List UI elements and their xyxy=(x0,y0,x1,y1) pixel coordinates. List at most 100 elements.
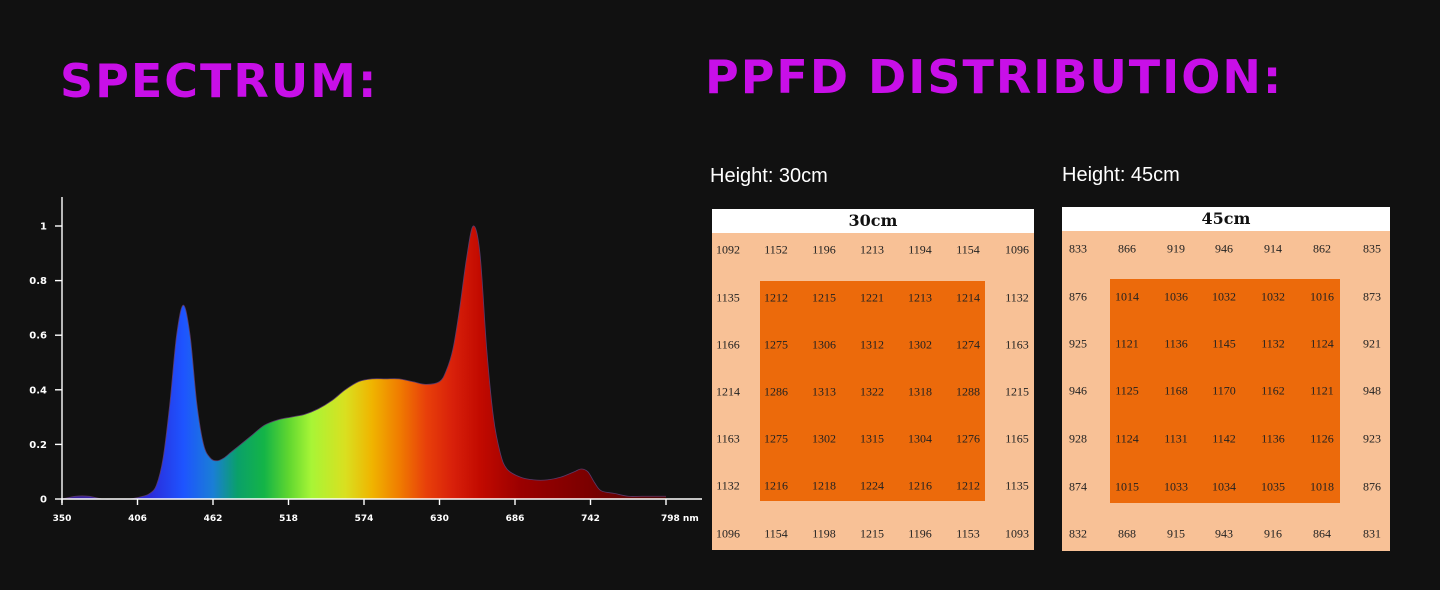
ppfd-cell: 831 xyxy=(1363,526,1381,541)
ppfd-cell: 919 xyxy=(1167,241,1185,256)
ppfd-cell: 943 xyxy=(1215,526,1233,541)
ppfd-cell: 1096 xyxy=(1005,242,1029,257)
ppfd-cell: 1136 xyxy=(1261,431,1285,446)
ppfd-cell: 1132 xyxy=(716,478,740,493)
ppfd-cell: 833 xyxy=(1069,241,1087,256)
ppfd-cell: 1018 xyxy=(1310,479,1334,494)
ppfd-cell: 1163 xyxy=(1005,337,1029,352)
ppfd-cell: 1162 xyxy=(1261,383,1285,398)
ppfd-cell: 1215 xyxy=(812,290,836,305)
spectrum-line xyxy=(61,225,666,500)
ppfd-cell: 1304 xyxy=(908,431,932,446)
ppfd-cell: 876 xyxy=(1363,479,1381,494)
ppfd-cell: 923 xyxy=(1363,431,1381,446)
ppfd-cell: 1145 xyxy=(1212,336,1236,351)
x-tick-label: 518 xyxy=(279,514,298,524)
x-tick-label: 686 xyxy=(506,514,525,524)
y-tick-label: 0.6 xyxy=(29,331,47,342)
ppfd-cell: 946 xyxy=(1215,241,1233,256)
y-tick-label: 0.8 xyxy=(29,276,47,287)
spectrum-area xyxy=(62,225,666,500)
ppfd-cell: 1276 xyxy=(956,431,980,446)
ppfd-cell: 1215 xyxy=(860,526,884,541)
ppfd-cell: 1014 xyxy=(1115,289,1139,304)
ppfd-cell: 1132 xyxy=(1261,336,1285,351)
ppfd-cell: 1126 xyxy=(1310,431,1334,446)
ppfd-cell: 1033 xyxy=(1164,479,1188,494)
ppfd-cell: 1198 xyxy=(812,526,836,541)
ppfd-cell: 864 xyxy=(1313,526,1331,541)
x-tick-label: 798 nm xyxy=(661,514,699,524)
ppfd-cell: 1125 xyxy=(1115,383,1139,398)
ppfd-cell: 1136 xyxy=(1164,336,1188,351)
ppfd-cell: 1306 xyxy=(812,337,836,352)
ppfd-cell: 835 xyxy=(1363,241,1381,256)
spectrum-chart: 0 0.2 0.4 0.6 0.8 1 350 406 462 518 574 630 686 742 79… xyxy=(29,197,702,524)
ppfd-cell: 1121 xyxy=(1115,336,1139,351)
ppfd-cell: 1032 xyxy=(1212,289,1236,304)
ppfd-grid-45cm: 45cm 833 866 919 946 914 862 835 876 1014 1036 103… xyxy=(1062,207,1390,551)
ppfd-cell: 1218 xyxy=(812,478,836,493)
ppfd-cell: 921 xyxy=(1363,336,1381,351)
ppfd-cell: 1121 xyxy=(1310,383,1334,398)
ppfd-cell: 1196 xyxy=(908,526,932,541)
ppfd-cell: 1154 xyxy=(764,526,788,541)
ppfd-cell: 1224 xyxy=(860,478,884,493)
ppfd-cell: 1288 xyxy=(956,384,980,399)
ppfd-cell: 1135 xyxy=(716,290,740,305)
ppfd-grid-center-zone xyxy=(760,281,985,501)
y-tick-label: 0 xyxy=(40,495,47,506)
ppfd-cell: 1036 xyxy=(1164,289,1188,304)
ppfd-cell: 1168 xyxy=(1164,383,1188,398)
ppfd-cell: 1286 xyxy=(764,384,788,399)
ppfd-grid-center-zone xyxy=(1110,279,1340,503)
ppfd-cell: 925 xyxy=(1069,336,1087,351)
ppfd-grid-cells: 833 866 919 946 914 862 835 876 1014 1036 1032 1032… xyxy=(1062,207,1390,551)
ppfd-cell: 1096 xyxy=(716,526,740,541)
ppfd-cell: 874 xyxy=(1069,479,1087,494)
ppfd-cell: 1032 xyxy=(1261,289,1285,304)
ppfd-distribution-heading: PPFD DISTRIBUTION: xyxy=(705,50,1284,104)
spectrum-heading: SPECTRUM: xyxy=(60,54,379,108)
height-label-30cm: Height: 30cm xyxy=(710,165,828,187)
ppfd-cell: 876 xyxy=(1069,289,1087,304)
ppfd-cell: 1034 xyxy=(1212,479,1236,494)
ppfd-cell: 946 xyxy=(1069,383,1087,398)
ppfd-grid-30cm: 30cm 1092 1152 1196 1213 1194 1154 1096 1135 121… xyxy=(712,209,1034,550)
ppfd-cell: 948 xyxy=(1363,383,1381,398)
ppfd-cell: 1093 xyxy=(1005,526,1029,541)
ppfd-grid-title: 30cm xyxy=(712,209,1034,233)
ppfd-cell: 915 xyxy=(1167,526,1185,541)
ppfd-cell: 1313 xyxy=(812,384,836,399)
y-tick-label: 0.2 xyxy=(29,440,47,451)
ppfd-cell: 1214 xyxy=(716,384,740,399)
ppfd-grid-cells: 1092 1152 1196 1213 1194 1154 1096 1135 1212 1215… xyxy=(712,209,1034,550)
ppfd-cell: 928 xyxy=(1069,431,1087,446)
ppfd-cell: 1302 xyxy=(812,431,836,446)
ppfd-cell: 1322 xyxy=(860,384,884,399)
ppfd-cell: 868 xyxy=(1118,526,1136,541)
ppfd-cell: 1275 xyxy=(764,431,788,446)
ppfd-cell: 1302 xyxy=(908,337,932,352)
ppfd-cell: 1166 xyxy=(716,337,740,352)
y-tick-label: 1 xyxy=(40,222,47,233)
ppfd-cell: 914 xyxy=(1264,241,1282,256)
ppfd-cell: 1212 xyxy=(764,290,788,305)
ppfd-cell: 1214 xyxy=(956,290,980,305)
x-tick-label: 406 xyxy=(128,514,147,524)
ppfd-cell: 1315 xyxy=(860,431,884,446)
ppfd-cell: 1196 xyxy=(812,242,836,257)
ppfd-cell: 866 xyxy=(1118,241,1136,256)
ppfd-cell: 1124 xyxy=(1310,336,1334,351)
ppfd-cell: 1275 xyxy=(764,337,788,352)
ppfd-cell: 1135 xyxy=(1005,478,1029,493)
x-tick-label: 742 xyxy=(581,514,600,524)
ppfd-cell: 1212 xyxy=(956,478,980,493)
ppfd-cell: 1221 xyxy=(860,290,884,305)
ppfd-cell: 1092 xyxy=(716,242,740,257)
ppfd-cell: 1165 xyxy=(1005,431,1029,446)
ppfd-cell: 1194 xyxy=(908,242,932,257)
ppfd-cell: 1216 xyxy=(908,478,932,493)
x-tick-label: 574 xyxy=(355,514,374,524)
y-tick-label: 0.4 xyxy=(29,385,47,396)
